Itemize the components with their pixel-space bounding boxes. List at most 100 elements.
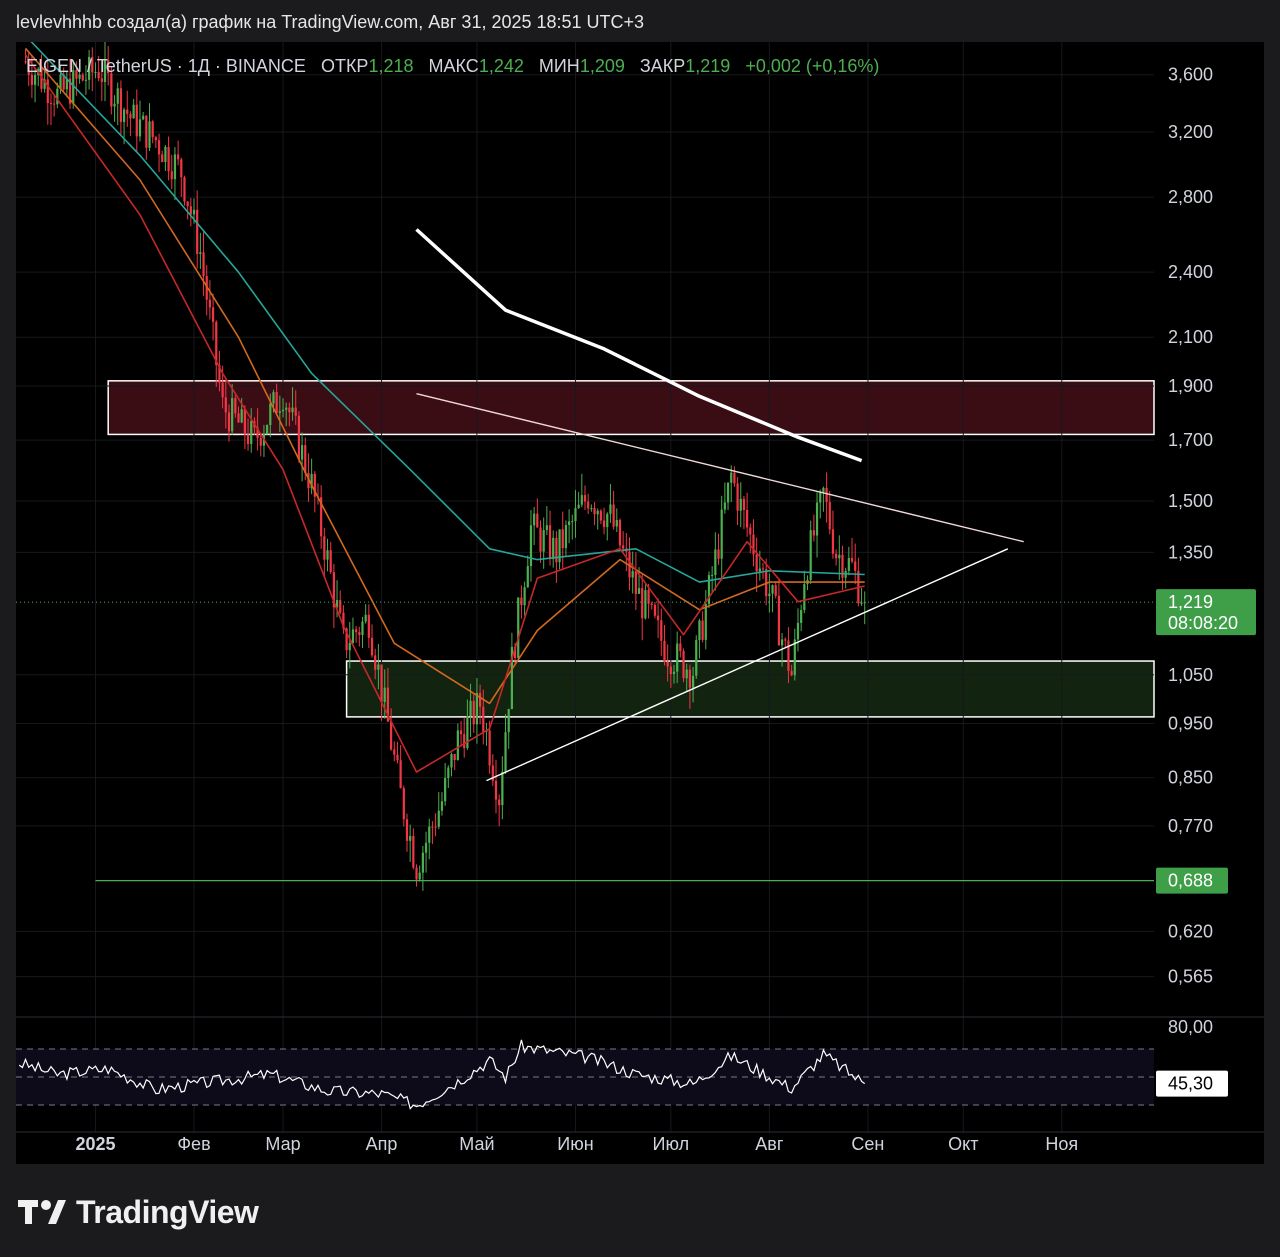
candle-body — [33, 75, 37, 85]
candle-body — [777, 595, 781, 646]
price-chart[interactable]: 3,600 3,200 2,800 2,400 2,100 1,900 1,700 1,500… — [16, 42, 1264, 1164]
candle-body — [676, 643, 679, 672]
candle-body — [46, 79, 49, 104]
candle-body — [564, 525, 568, 549]
candle-body — [746, 509, 749, 528]
candle-body — [758, 568, 761, 572]
candle-body — [269, 403, 272, 425]
candle-body — [367, 614, 370, 638]
candle-body — [110, 73, 113, 107]
candle-body — [612, 504, 615, 527]
candle-body — [723, 502, 726, 510]
candle-body — [30, 74, 34, 85]
candle-body — [177, 154, 180, 160]
candle-body — [685, 669, 688, 679]
candle-body — [733, 472, 736, 484]
candle-body — [587, 501, 590, 509]
candle-body — [313, 473, 316, 497]
time-tick-label: Окт — [948, 1134, 978, 1154]
candle-body — [218, 365, 221, 383]
candle-body — [726, 482, 730, 503]
candle-body — [43, 79, 46, 89]
price-tick-label: 3,600 — [1168, 65, 1213, 85]
candle-body — [246, 434, 250, 444]
candle-body — [59, 74, 62, 89]
candle-body — [142, 115, 145, 120]
candle-body — [418, 872, 421, 880]
candle-body — [835, 553, 838, 559]
chart-frame[interactable]: 3,600 3,200 2,800 2,400 2,100 1,900 1,700 1,500… — [16, 42, 1264, 1164]
candle-body — [545, 525, 548, 531]
time-tick-label: Май — [459, 1134, 494, 1154]
candle-body — [27, 61, 30, 75]
candle-body — [49, 103, 53, 105]
candle-body — [536, 513, 539, 528]
candle-body — [790, 670, 793, 676]
candle-body — [180, 159, 183, 178]
candle-body — [326, 550, 329, 560]
last-price-badge — [1156, 589, 1256, 636]
ohlc-legend: EIGEN / TetherUS · 1Д · BINANCE ОТКР1,21… — [26, 56, 889, 77]
candle-body — [320, 497, 323, 537]
candle-body — [850, 558, 854, 562]
candle-body — [803, 584, 806, 611]
high-label: МАКС — [428, 56, 479, 76]
candle-body — [332, 572, 335, 608]
candle-body — [819, 491, 822, 503]
candle-body — [84, 79, 88, 81]
price-tick-label: 1,900 — [1168, 376, 1213, 396]
candle-body — [567, 521, 571, 526]
candle-body — [793, 639, 796, 676]
candle-body — [447, 767, 450, 778]
candle-body — [494, 780, 498, 800]
candle-body — [450, 754, 453, 768]
candle-body — [437, 810, 440, 827]
candle-body — [577, 504, 580, 509]
candle-body — [590, 508, 593, 510]
candle-body — [157, 140, 161, 155]
candle-body — [307, 473, 310, 489]
candle-body — [138, 119, 142, 137]
countdown-label: 08:08:20 — [1168, 613, 1238, 633]
candle-body — [266, 424, 269, 434]
candle-body — [561, 529, 564, 549]
candle-body — [653, 604, 657, 616]
price-tick-label: 0,770 — [1168, 816, 1213, 836]
candle-body — [688, 669, 692, 688]
time-tick-label: Июл — [653, 1134, 690, 1154]
time-tick-label: Фев — [177, 1134, 210, 1154]
candle-body — [812, 530, 815, 536]
candle-body — [847, 558, 850, 572]
time-tick-label: Сен — [851, 1134, 884, 1154]
candle-body — [679, 643, 682, 651]
candle-body — [644, 590, 647, 619]
candle-body — [256, 427, 259, 438]
candle-body — [440, 801, 444, 811]
tradingview-logo[interactable]: TradingView — [18, 1192, 259, 1232]
candle-body — [294, 407, 297, 416]
candle-body — [224, 397, 227, 413]
candle-body — [593, 508, 596, 515]
candle-body — [618, 519, 622, 546]
candle-body — [94, 72, 97, 74]
candle-body — [53, 103, 56, 105]
candle-body — [784, 639, 787, 641]
candle-body — [275, 392, 278, 413]
candle-body — [533, 513, 536, 526]
candle-body — [571, 521, 574, 523]
ascending-trendline — [486, 548, 1009, 782]
symbol-label[interactable]: EIGEN / TetherUS · 1Д · BINANCE — [26, 56, 306, 76]
candle-body — [666, 661, 669, 667]
candle-body — [542, 530, 545, 552]
candle-body — [75, 70, 78, 79]
candle-body — [364, 614, 367, 622]
support-zone — [345, 660, 1155, 718]
candle-body — [488, 730, 491, 766]
candle-body — [40, 68, 43, 89]
candle-body — [173, 154, 177, 180]
candle-body — [691, 675, 695, 688]
candle-body — [755, 554, 758, 572]
price-tick-label: 0,950 — [1168, 714, 1213, 734]
candle-body — [97, 72, 100, 79]
price-tick-label: 2,100 — [1168, 327, 1213, 347]
